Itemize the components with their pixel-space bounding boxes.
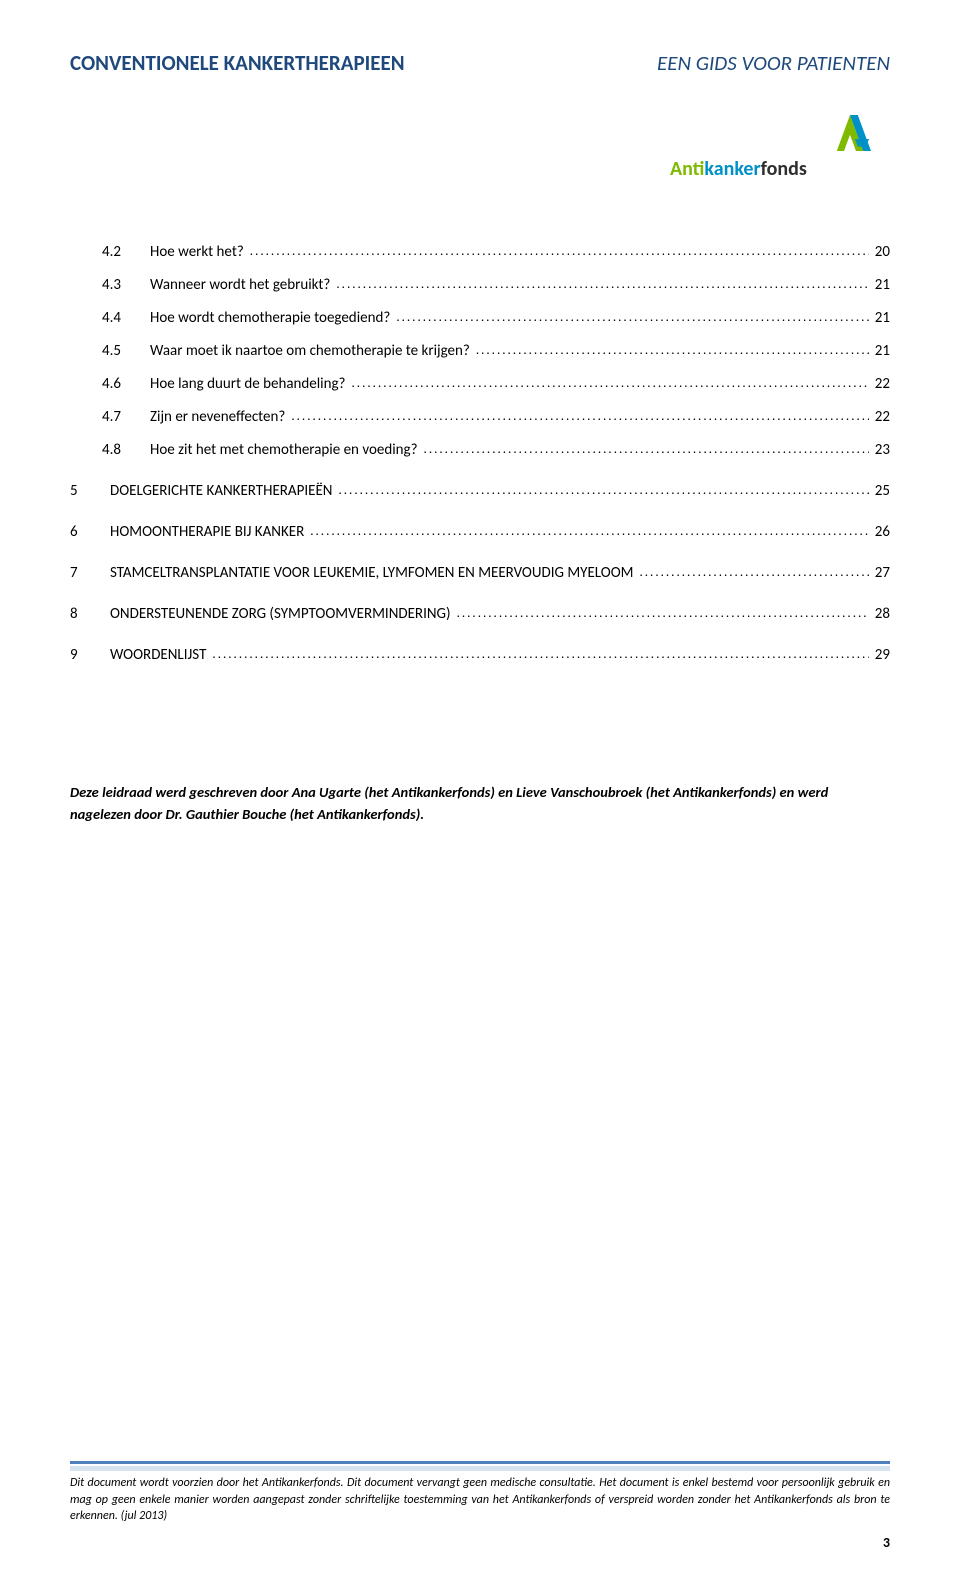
toc-title: Wanneer wordt het gebruikt? <box>150 269 336 302</box>
toc-title: Waar moet ik naartoe om chemotherapie te… <box>150 335 476 368</box>
toc-leader-dots <box>338 477 868 506</box>
toc-title: Zijn er neveneffecten? <box>150 401 291 434</box>
toc-entry: 9 WOORDENLIJST 29 <box>70 639 890 672</box>
toc-page: 26 <box>869 516 890 549</box>
page-footer: Dit document wordt voorzien door het Ant… <box>70 1461 890 1551</box>
toc-entry: 4.8 Hoe zit het met chemotherapie en voe… <box>70 434 890 467</box>
toc-number: 4.2 <box>102 236 150 269</box>
toc-leader-dots <box>396 304 868 333</box>
toc-leader-dots <box>457 600 869 629</box>
toc-number: 5 <box>70 475 110 508</box>
toc-title: WOORDENLIJST <box>110 639 212 672</box>
toc-entry: 4.7 Zijn er neveneffecten? 22 <box>70 401 890 434</box>
toc-spacer <box>70 508 890 516</box>
toc-leader-dots <box>336 271 868 300</box>
toc-number: 8 <box>70 598 110 631</box>
toc-page: 29 <box>869 639 890 672</box>
toc-leader-dots <box>250 238 869 267</box>
logo-text-kanker: kanker <box>704 157 760 181</box>
toc-title: HOMOONTHERAPIE BIJ KANKER <box>110 516 310 549</box>
toc-leader-dots <box>310 518 869 547</box>
page-number: 3 <box>70 1534 890 1551</box>
header-title-right: EEN GIDS VOOR PATIENTEN <box>657 50 890 76</box>
toc-leader-dots <box>476 337 869 366</box>
logo-text-fonds: fonds <box>761 157 807 181</box>
toc-number: 4.3 <box>102 269 150 302</box>
toc-leader-dots <box>291 403 868 432</box>
footer-bar-bottom <box>70 1466 890 1471</box>
toc-title: Hoe lang duurt de behandeling? <box>150 368 352 401</box>
toc-number: 4.8 <box>102 434 150 467</box>
toc-title: ONDERSTEUNENDE ZORG (SYMPTOOMVERMINDERIN… <box>110 598 457 631</box>
table-of-contents: 4.2 Hoe werkt het? 20 4.3 Wanneer wordt … <box>70 236 890 672</box>
toc-title: STAMCELTRANSPLANTATIE VOOR LEUKEMIE, LYM… <box>110 557 639 590</box>
toc-number: 7 <box>70 557 110 590</box>
document-page: CONVENTIONELE KANKERTHERAPIEEN EEN GIDS … <box>0 0 960 1581</box>
footer-divider <box>70 1461 890 1469</box>
toc-spacer <box>70 590 890 598</box>
page-header: CONVENTIONELE KANKERTHERAPIEEN EEN GIDS … <box>70 50 890 76</box>
logo-row: Antikankerfonds <box>70 116 890 176</box>
footer-disclaimer: Dit document wordt voorzien door het Ant… <box>70 1475 890 1524</box>
credits-paragraph: Deze leidraad werd geschreven door Ana U… <box>70 782 890 826</box>
toc-entry: 8 ONDERSTEUNENDE ZORG (SYMPTOOMVERMINDER… <box>70 598 890 631</box>
toc-title: Hoe werkt het? <box>150 236 250 269</box>
toc-leader-dots <box>212 641 868 670</box>
logo-text-anti: Anti <box>670 157 704 181</box>
toc-page: 25 <box>869 475 890 508</box>
toc-entry: 5 DOELGERICHTE KANKERTHERAPIEËN 25 <box>70 475 890 508</box>
toc-title: DOELGERICHTE KANKERTHERAPIEËN <box>110 475 338 508</box>
toc-page: 20 <box>869 236 890 269</box>
toc-entry: 7 STAMCELTRANSPLANTATIE VOOR LEUKEMIE, L… <box>70 557 890 590</box>
antikankerfonds-logo: Antikankerfonds <box>670 116 890 176</box>
toc-page: 22 <box>869 368 890 401</box>
toc-leader-dots <box>639 559 868 588</box>
toc-page: 22 <box>869 401 890 434</box>
toc-page: 21 <box>869 302 890 335</box>
toc-title: Hoe zit het met chemotherapie en voeding… <box>150 434 424 467</box>
toc-number: 4.4 <box>102 302 150 335</box>
toc-entry: 6 HOMOONTHERAPIE BIJ KANKER 26 <box>70 516 890 549</box>
toc-page: 27 <box>869 557 890 590</box>
footer-bar-top <box>70 1461 890 1464</box>
toc-number: 9 <box>70 639 110 672</box>
toc-page: 21 <box>869 335 890 368</box>
toc-page: 21 <box>869 269 890 302</box>
toc-number: 4.5 <box>102 335 150 368</box>
toc-entry: 4.5 Waar moet ik naartoe om chemotherapi… <box>70 335 890 368</box>
toc-number: 6 <box>70 516 110 549</box>
toc-leader-dots <box>424 436 869 465</box>
toc-number: 4.6 <box>102 368 150 401</box>
toc-spacer <box>70 549 890 557</box>
logo-icon <box>820 106 880 166</box>
toc-spacer <box>70 631 890 639</box>
toc-entry: 4.4 Hoe wordt chemotherapie toegediend? … <box>70 302 890 335</box>
toc-entry: 4.3 Wanneer wordt het gebruikt? 21 <box>70 269 890 302</box>
toc-number: 4.7 <box>102 401 150 434</box>
toc-spacer <box>70 467 890 475</box>
toc-entry: 4.6 Hoe lang duurt de behandeling? 22 <box>70 368 890 401</box>
toc-title: Hoe wordt chemotherapie toegediend? <box>150 302 396 335</box>
toc-leader-dots <box>352 370 869 399</box>
toc-page: 23 <box>869 434 890 467</box>
toc-page: 28 <box>869 598 890 631</box>
toc-entry: 4.2 Hoe werkt het? 20 <box>70 236 890 269</box>
logo-text: Antikankerfonds <box>670 157 807 181</box>
header-title-left: CONVENTIONELE KANKERTHERAPIEEN <box>70 50 405 76</box>
